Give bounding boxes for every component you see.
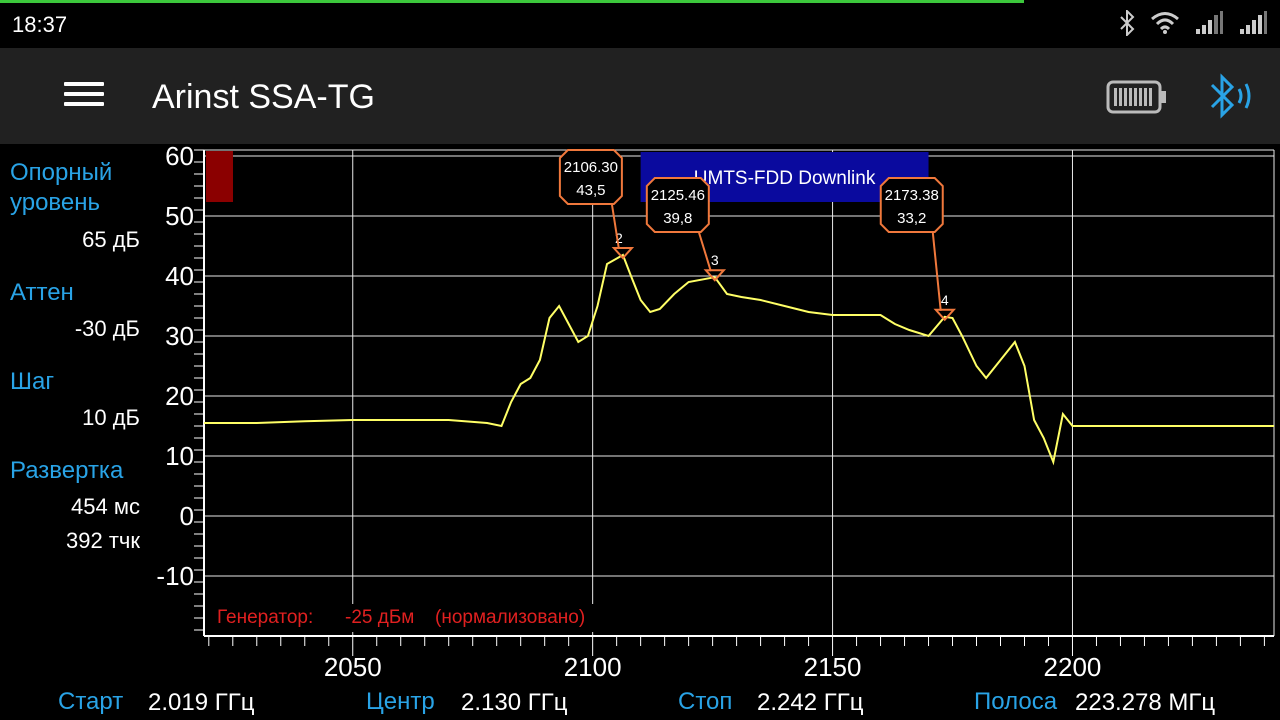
marker-id-label: 2 bbox=[615, 230, 623, 246]
marker-triangle bbox=[933, 308, 956, 322]
sweep-points-value: 392 тчк bbox=[66, 528, 140, 553]
app-title: Arinst SSA-TG bbox=[152, 78, 375, 116]
generator-label: Генератор: bbox=[217, 607, 313, 628]
hamburger-menu-icon[interactable] bbox=[60, 76, 116, 116]
y-tick-label: -10 bbox=[156, 561, 194, 591]
y-tick-label: 0 bbox=[180, 501, 194, 531]
marker-2: 2 2106.30 43,5 bbox=[558, 149, 635, 260]
stop-label[interactable]: Стоп bbox=[678, 688, 733, 715]
status-bar: 18:37 bbox=[0, 0, 1280, 48]
chart-grid bbox=[204, 149, 1275, 636]
y-tick-label: 40 bbox=[165, 261, 194, 291]
x-tick-label: 2050 bbox=[324, 652, 382, 680]
status-icons bbox=[1118, 10, 1268, 36]
y-tick-label: 10 bbox=[165, 441, 194, 471]
marker-frequency: 2173.38 bbox=[885, 187, 939, 204]
marker-frequency: 2106.30 bbox=[564, 159, 618, 176]
band-label: UMTS-FDD Downlink bbox=[694, 168, 876, 189]
marker-3: 3 2125.46 39,8 bbox=[645, 177, 727, 282]
marker-level: 33,2 bbox=[897, 210, 926, 227]
y-tick-label: 60 bbox=[165, 144, 194, 171]
status-time: 18:37 bbox=[12, 12, 68, 37]
signal-icon bbox=[1240, 11, 1267, 34]
generator-mode: (нормализовано) bbox=[435, 607, 585, 628]
atten-label: Аттен bbox=[10, 279, 74, 306]
marker-triangle bbox=[703, 269, 727, 282]
ref-level-label-line2: уровень bbox=[10, 189, 101, 216]
x-tick-label: 2150 bbox=[804, 652, 862, 680]
step-label: Шаг bbox=[10, 368, 55, 395]
generator-note: Генератор: -25 дБм (нормализовано) bbox=[217, 607, 585, 628]
ref-level-label-line1: Опорный bbox=[10, 159, 113, 186]
generator-note-bg bbox=[210, 604, 608, 632]
x-tick-label: 2100 bbox=[564, 652, 622, 680]
footer-frequency-bar: Старт 2.019 ГГц Центр 2.130 ГГц Стоп 2.2… bbox=[0, 684, 1280, 720]
wifi-icon bbox=[1151, 12, 1179, 34]
sweep-time-value: 454 мс bbox=[71, 494, 140, 519]
center-label[interactable]: Центр bbox=[366, 688, 435, 715]
marker-level: 43,5 bbox=[576, 182, 605, 199]
marker-id-label: 3 bbox=[711, 252, 719, 268]
app-bar: Arinst SSA-TG bbox=[0, 48, 1280, 144]
y-tick-label: 20 bbox=[165, 381, 194, 411]
stop-value: 2.242 ГГц bbox=[757, 689, 864, 716]
generator-level: -25 дБм bbox=[345, 607, 414, 628]
step-value: 10 дБ bbox=[82, 405, 140, 430]
center-value: 2.130 ГГц bbox=[461, 689, 568, 716]
start-label[interactable]: Старт bbox=[58, 688, 124, 715]
x-tick-labels: 2050 2100 2150 2200 bbox=[324, 652, 1102, 680]
span-label[interactable]: Полоса bbox=[974, 688, 1058, 715]
atten-value: -30 дБ bbox=[74, 316, 140, 341]
marker-4: 4 2173.38 33,2 bbox=[879, 177, 956, 322]
signal-icon bbox=[1196, 11, 1223, 34]
marker-triangle bbox=[611, 247, 635, 260]
markers: 2 2106.30 43,5 3 2125.46 39,8 4 2173.38 33,2 bbox=[558, 149, 956, 322]
y-tick-label: 50 bbox=[165, 201, 194, 231]
start-value: 2.019 ГГц bbox=[148, 689, 255, 716]
y-tick-labels: 60 50 40 30 20 10 0 -10 bbox=[156, 144, 194, 591]
y-tick-label: 30 bbox=[165, 321, 194, 351]
marker-callout-leader bbox=[697, 231, 712, 272]
x-tick-label: 2200 bbox=[1044, 652, 1102, 680]
bluetooth-icon bbox=[1120, 10, 1135, 36]
marker-callout-leader bbox=[610, 203, 620, 250]
marker-callout-box bbox=[645, 177, 710, 233]
ref-level-indicator bbox=[206, 151, 233, 202]
spectrum-trace bbox=[204, 253, 1274, 466]
marker-callout-box bbox=[879, 177, 944, 233]
marker-frequency: 2125.46 bbox=[651, 187, 705, 204]
span-value: 223.278 МГц bbox=[1075, 689, 1216, 716]
marker-id-label: 4 bbox=[941, 292, 949, 308]
marker-callout-box bbox=[558, 149, 623, 205]
marker-level: 39,8 bbox=[663, 210, 692, 227]
chart-axes bbox=[194, 149, 1274, 656]
ref-level-value: 65 дБ bbox=[82, 227, 140, 252]
sweep-progress-bar bbox=[0, 0, 1024, 3]
battery-icon bbox=[1106, 80, 1166, 114]
sweep-label: Развертка bbox=[10, 457, 124, 484]
bluetooth-connected-icon[interactable] bbox=[1206, 72, 1256, 120]
marker-callout-leader bbox=[931, 231, 942, 311]
